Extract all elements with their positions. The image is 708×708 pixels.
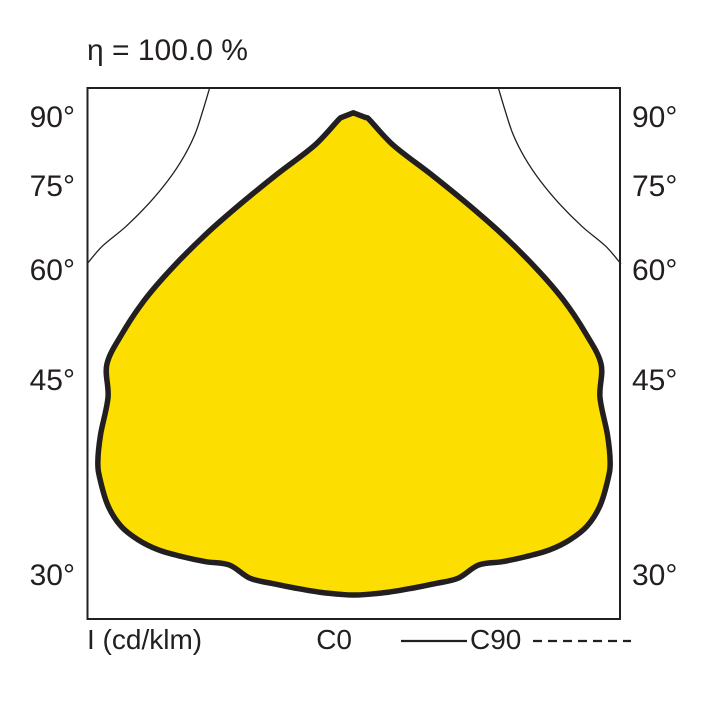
svg-text:45°: 45° bbox=[632, 364, 677, 397]
svg-text:45°: 45° bbox=[30, 364, 75, 397]
svg-text:75°: 75° bbox=[30, 170, 75, 203]
svg-text:90°: 90° bbox=[30, 101, 75, 134]
svg-text:75°: 75° bbox=[632, 170, 677, 203]
svg-text:C90: C90 bbox=[470, 624, 521, 655]
svg-text:I (cd/klm): I (cd/klm) bbox=[87, 624, 202, 655]
svg-text:30°: 30° bbox=[632, 559, 677, 592]
svg-text:η = 100.0 %: η = 100.0 % bbox=[87, 34, 248, 67]
svg-text:C0: C0 bbox=[316, 624, 352, 655]
svg-text:30°: 30° bbox=[30, 559, 75, 592]
svg-text:60°: 60° bbox=[30, 254, 75, 287]
svg-text:60°: 60° bbox=[632, 254, 677, 287]
svg-text:90°: 90° bbox=[632, 101, 677, 134]
